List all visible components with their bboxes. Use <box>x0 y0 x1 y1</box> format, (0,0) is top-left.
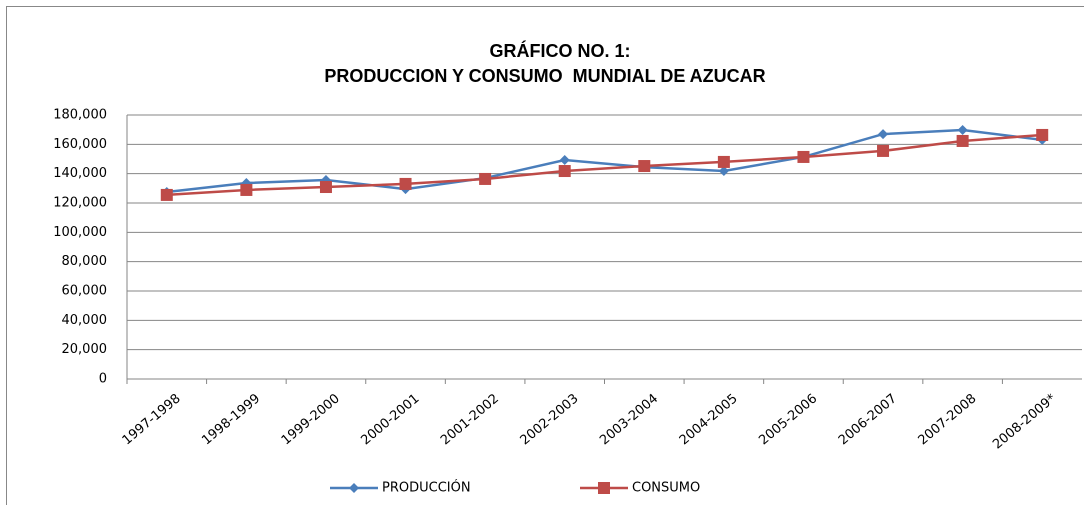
point <box>717 155 730 168</box>
y-tick-label: 100,000 <box>53 225 107 240</box>
y-tick-label: 80,000 <box>62 254 108 269</box>
series-line <box>166 133 1043 197</box>
point <box>957 124 968 135</box>
point <box>956 134 969 147</box>
y-tick-label: 20,000 <box>62 342 108 357</box>
point <box>638 160 651 173</box>
point <box>399 177 412 190</box>
point <box>878 129 889 140</box>
y-tick-label: 140,000 <box>53 166 107 181</box>
point <box>160 188 173 201</box>
point <box>558 165 571 178</box>
legend-marker <box>349 483 359 493</box>
y-tick-label: 40,000 <box>62 313 108 328</box>
chart-frame <box>6 6 1084 505</box>
point <box>718 166 729 177</box>
point <box>240 183 253 196</box>
point <box>877 144 890 157</box>
point <box>797 150 810 163</box>
y-tick-label: 60,000 <box>62 284 108 299</box>
chart-title: GRÁFICO NO. 1: <box>489 40 630 61</box>
y-tick-label: 180,000 <box>53 108 107 123</box>
point <box>319 181 332 194</box>
point <box>559 155 570 166</box>
legend-label: CONSUMO <box>632 481 700 496</box>
y-tick-label: 160,000 <box>53 137 107 152</box>
chart-title: PRODUCCION Y CONSUMO MUNDIAL DE AZUCAR <box>324 66 765 86</box>
point <box>479 172 492 185</box>
point <box>1036 128 1049 141</box>
series-line <box>166 128 1043 194</box>
y-tick-label: 120,000 <box>53 196 107 211</box>
legend-marker <box>598 482 610 494</box>
legend-label: PRODUCCIÓN <box>382 480 471 496</box>
y-tick-label: 0 <box>99 372 107 387</box>
